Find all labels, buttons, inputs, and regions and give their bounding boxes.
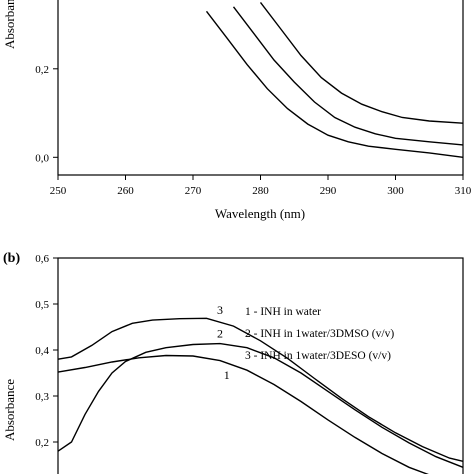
panel-b-series-line-1 [57, 354, 429, 474]
panel-b-curve-label-2: 2 [217, 327, 223, 341]
panel-a-frame [57, 0, 464, 176]
panel-b-y-tick-label: 0,2 [35, 437, 49, 449]
panel-b-y-tick-label: 0,3 [35, 391, 49, 403]
panel-b-y-tick-label: 0,5 [35, 299, 49, 311]
panel-a-x-tick-label: 300 [387, 185, 404, 197]
panel-a-series-line-2 [232, 6, 464, 146]
panel-a-y-axis-title: Absorbance [2, 0, 17, 49]
panel-b-series-line-2 [57, 342, 464, 468]
panel-b-legend: 1 - INH in water 2 - INH in 1water/3DMSO… [245, 306, 394, 362]
panel-a-series-line-3 [259, 1, 464, 124]
panel-a-x-tick-label: 310 [455, 185, 472, 197]
legend-entry-3: 3 - INH in 1water/3DESO (v/v) [245, 350, 391, 362]
panel-a-x-axis-title: Wavelength (nm) [215, 206, 305, 221]
panel-b: (b) 0,60,50,40,30,20,1 123 Absorbance 1 … [2, 251, 464, 474]
panel-b-frame [57, 257, 464, 474]
panel-a-x-tick-label: 260 [117, 185, 134, 197]
panel-b-label: (b) [3, 251, 20, 266]
panel-b-curve-label-1: 1 [224, 368, 230, 382]
panel-b-y-tick-label: 0,6 [35, 253, 49, 265]
panel-a: 250 260 270 280 290 300 310 0,00,2 Absorbance … [2, 0, 472, 221]
panel-b-y-ticks: 0,60,50,40,30,20,1 [35, 253, 58, 449]
panel-b-y-axis-title: Absorbance [2, 379, 17, 441]
panel-a-y-tick-label: 0,2 [35, 64, 49, 76]
panel-a-curves [205, 1, 464, 158]
panel-b-curve-labels: 1 2 3 [217, 303, 230, 382]
panel-a-x-tick-label: 250 [50, 185, 67, 197]
panel-b-y-tick-label: 0,4 [35, 345, 49, 357]
panel-b-curves [57, 317, 464, 474]
legend-entry-1: 1 - INH in water [245, 306, 321, 318]
panel-a-y-ticks: 0,0 0,2 [35, 64, 58, 164]
panel-a-x-tick-label: 290 [320, 185, 337, 197]
panel-a-x-tick-label: 270 [185, 185, 202, 197]
panel-a-y-tick-label: 0,0 [35, 152, 49, 164]
legend-entry-2: 2 - INH in 1water/3DMSO (v/v) [245, 328, 394, 340]
panel-a-series-line-1 [205, 10, 464, 158]
panel-a-x-tick-label: 280 [252, 185, 269, 197]
panel-b-curve-label-3: 3 [217, 303, 223, 317]
panel-b-series-line-3 [57, 317, 464, 462]
panel-a-x-ticks: 250 260 270 280 290 300 310 [50, 175, 472, 197]
